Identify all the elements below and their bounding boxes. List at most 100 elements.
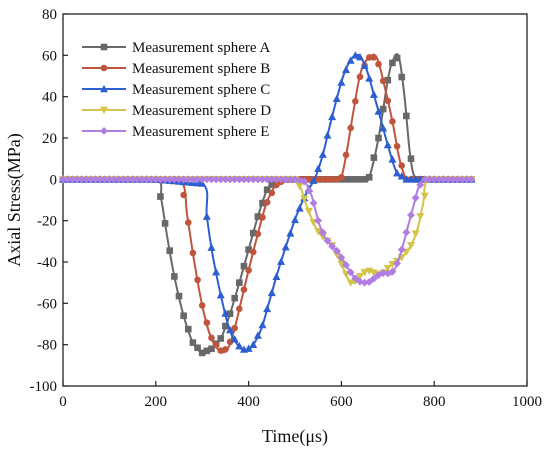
data-point: [407, 211, 415, 220]
data-point: [393, 54, 401, 62]
y-tick-label: -20: [37, 214, 57, 230]
data-point: [267, 288, 276, 297]
legend-label: Measurement sphere C: [132, 82, 270, 98]
data-point: [397, 172, 406, 180]
data-point: [337, 78, 346, 86]
data-point: [184, 219, 192, 226]
data-point: [236, 305, 243, 313]
y-axis-title: Axial Stress(MPa): [4, 133, 25, 267]
data-point: [189, 249, 197, 257]
x-tick-label: 800: [423, 394, 446, 410]
data-point: [416, 213, 425, 221]
data-point: [346, 279, 355, 287]
data-point: [370, 54, 378, 61]
data-point: [314, 216, 323, 225]
data-point: [374, 107, 383, 115]
data-point: [309, 176, 318, 184]
data-point: [300, 195, 309, 203]
data-point: [208, 345, 215, 353]
data-point: [346, 268, 355, 277]
legend-entry: Measurement sphere E: [82, 124, 269, 140]
data-point: [217, 335, 225, 342]
data-point: [240, 286, 248, 293]
data-point: [360, 61, 369, 69]
legend-marker: [100, 64, 108, 72]
data-point: [352, 98, 359, 105]
data-point: [406, 242, 416, 250]
data-point: [365, 278, 374, 286]
legend-label: Measurement sphere A: [132, 40, 270, 56]
legend-entry: Measurement sphere C: [82, 82, 270, 98]
data-point: [318, 228, 327, 237]
data-point: [384, 97, 392, 105]
legend-marker: [100, 43, 108, 51]
data-point: [375, 60, 382, 68]
data-point: [258, 320, 267, 329]
data-point: [203, 319, 211, 326]
data-point: [342, 65, 351, 74]
legend: Measurement sphere A Measurement sphere B…: [82, 40, 271, 140]
data-point: [356, 73, 364, 81]
data-point: [411, 194, 420, 202]
data-point: [351, 274, 360, 283]
legend-label: Measurement sphere E: [132, 124, 269, 140]
data-point: [161, 220, 169, 227]
y-tick-label: -80: [37, 338, 57, 354]
data-point: [295, 204, 304, 212]
data-point: [157, 193, 164, 200]
data-point: [337, 253, 346, 262]
data-point: [166, 247, 174, 254]
data-point: [304, 207, 313, 216]
data-point: [398, 73, 406, 81]
data-point: [249, 340, 258, 348]
data-point: [370, 154, 378, 161]
data-point: [290, 215, 300, 224]
data-point: [207, 243, 216, 251]
data-point: [467, 175, 476, 184]
data-point: [402, 228, 411, 237]
data-point: [389, 59, 396, 67]
legend-label: Measurement sphere B: [132, 61, 270, 77]
data-point: [245, 266, 252, 274]
data-point: [397, 245, 406, 254]
data-point: [263, 304, 272, 313]
data-point: [171, 273, 178, 280]
data-point: [342, 261, 350, 269]
data-point: [300, 177, 309, 186]
data-point: [375, 134, 382, 142]
data-point: [309, 199, 318, 207]
data-point: [318, 150, 327, 158]
data-point: [351, 51, 360, 59]
legend-entry: Measurement sphere B: [82, 61, 270, 77]
data-point: [212, 267, 221, 276]
y-tick-label: 40: [42, 90, 57, 106]
x-tick-label: 400: [237, 394, 260, 410]
data-point: [393, 169, 402, 177]
data-point: [194, 276, 201, 284]
data-point: [244, 344, 253, 352]
data-point: [416, 180, 425, 189]
data-point: [338, 173, 345, 181]
data-point: [379, 124, 388, 132]
data-point: [389, 118, 396, 125]
data-point: [272, 272, 281, 280]
data-point: [254, 230, 262, 238]
x-tick-label: 1000: [512, 394, 542, 410]
data-point: [231, 294, 238, 302]
legend-entry: Measurement sphere D: [82, 103, 271, 119]
data-point: [180, 312, 187, 320]
data-point: [208, 334, 215, 342]
data-point: [175, 292, 183, 300]
x-axis-title: Time(μs): [262, 426, 328, 447]
data-point: [403, 112, 410, 120]
data-point: [202, 212, 211, 220]
data-point: [383, 264, 392, 273]
data-point: [407, 155, 415, 162]
y-tick-label: 80: [42, 7, 57, 23]
series-line-measurement-sphere-d: [62, 176, 473, 285]
data-point: [332, 94, 341, 103]
data-point: [286, 229, 295, 237]
data-point: [184, 325, 192, 333]
data-point: [393, 142, 401, 150]
